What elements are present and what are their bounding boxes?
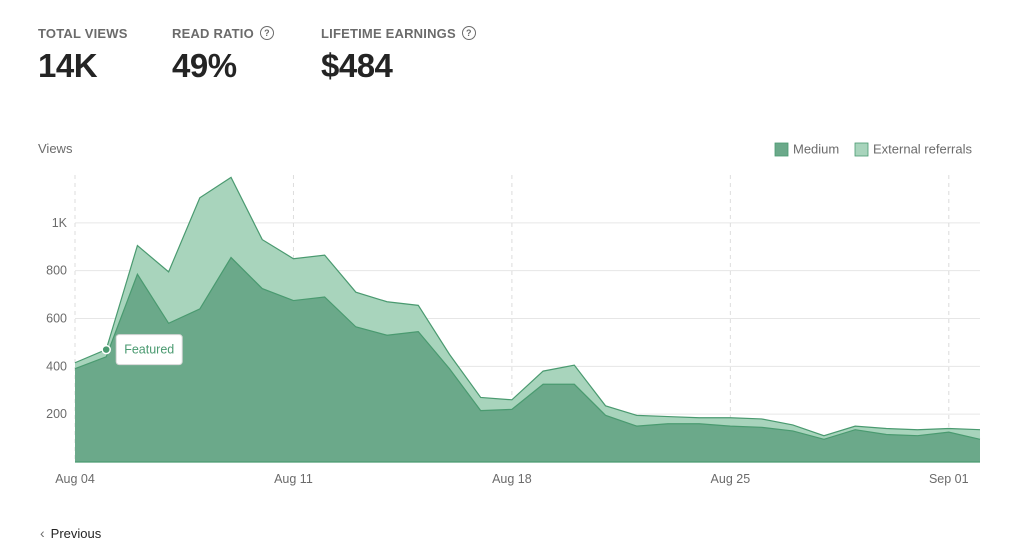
question-circle-icon[interactable]: ? <box>259 26 274 40</box>
y-tick-label: 800 <box>46 264 67 278</box>
stat-label: READ RATIO ? <box>172 24 274 42</box>
views-chart: Views 200 400 600 800 1K Aug 04 Aug 11 Aug 18 Aug… <box>38 141 981 486</box>
stat-label-text: LIFETIME EARNINGS <box>321 25 456 41</box>
previous-button[interactable]: ‹ Previous <box>40 525 101 541</box>
chart-legend: Medium External referrals <box>774 142 972 157</box>
series-line-external-referrals <box>74 176 981 437</box>
legend-swatch <box>854 142 869 157</box>
stat-label-text: TOTAL VIEWS <box>38 25 128 41</box>
stat-value: 14K <box>38 47 98 84</box>
featured-marker <box>101 344 111 355</box>
previous-label: Previous <box>50 525 102 541</box>
question-circle-icon[interactable]: ? <box>461 26 476 40</box>
legend-label: Medium <box>793 142 839 157</box>
chevron-left-icon: ‹ <box>40 525 45 541</box>
x-tick-label: Aug 04 <box>55 472 95 486</box>
featured-tooltip-box <box>115 334 183 366</box>
x-tick-label: Sep 01 <box>929 472 969 486</box>
stat-label-text: READ RATIO <box>172 25 254 41</box>
featured-annotation: Featured <box>101 334 183 366</box>
series-area-medium <box>75 257 980 462</box>
x-tick-label: Aug 18 <box>492 472 532 486</box>
y-tick-label: 200 <box>46 407 67 421</box>
series-area-external-referrals <box>75 177 980 440</box>
stat-label: LIFETIME EARNINGS ? <box>321 24 476 42</box>
y-tick-label: 600 <box>46 312 67 326</box>
stat-value: $484 <box>321 47 393 84</box>
stat-lifetime-earnings: LIFETIME EARNINGS ? $484 <box>321 24 476 85</box>
x-tick-label: Aug 11 <box>274 472 313 486</box>
y-tick-label: 1K <box>52 216 68 230</box>
stat-read-ratio: READ RATIO ? 49% <box>172 24 274 85</box>
stat-total-views: TOTAL VIEWS 14K <box>38 24 128 85</box>
stat-value: 49% <box>172 47 237 84</box>
legend-swatch <box>774 142 789 157</box>
stat-label: TOTAL VIEWS <box>38 24 128 42</box>
legend-label: External referrals <box>873 142 972 157</box>
y-tick-label: 400 <box>46 359 67 373</box>
y-axis-label: Views <box>38 141 73 156</box>
x-tick-label: Aug 25 <box>711 472 751 486</box>
featured-tooltip-label: Featured <box>124 343 174 357</box>
series-line-medium <box>74 256 981 440</box>
